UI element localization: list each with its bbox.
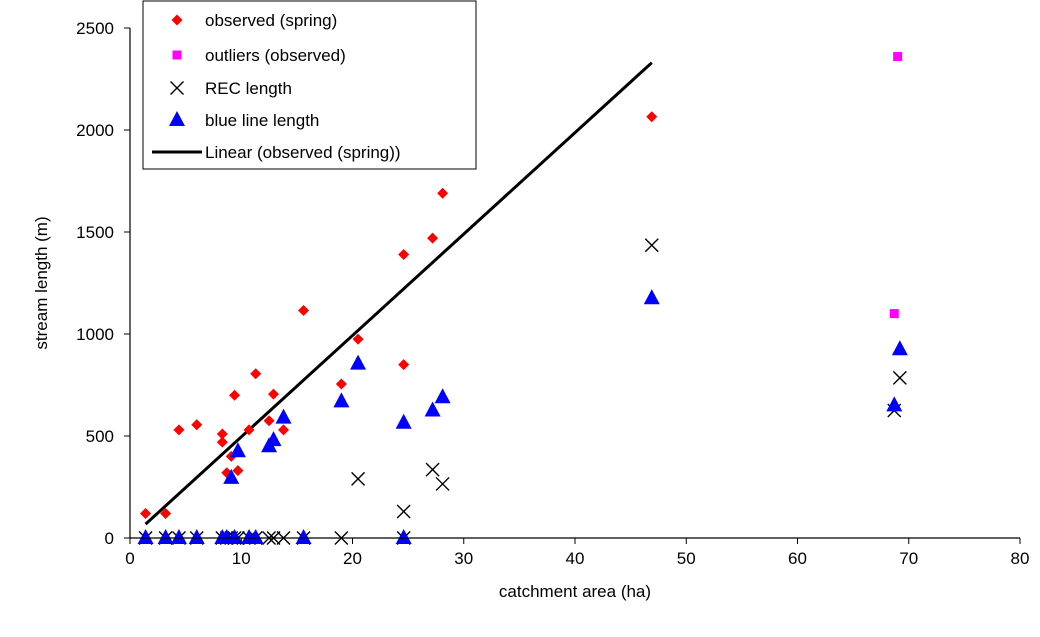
point-blue-line-length	[435, 388, 451, 403]
y-tick-label: 2500	[76, 19, 114, 38]
x-tick-label: 70	[899, 549, 918, 568]
x-tick-label: 50	[677, 549, 696, 568]
point-observed-spring	[140, 508, 151, 519]
x-tick-label: 80	[1011, 549, 1030, 568]
point-observed-spring	[336, 378, 347, 389]
x-tick-label: 0	[125, 549, 134, 568]
x-tick-label: 30	[454, 549, 473, 568]
y-tick-label: 500	[86, 427, 114, 446]
point-rec-length	[893, 371, 906, 384]
point-observed-spring	[427, 233, 438, 244]
point-blue-line-length	[189, 529, 205, 544]
point-observed-spring	[173, 424, 184, 435]
x-tick-label: 40	[566, 549, 585, 568]
point-blue-line-length	[296, 529, 312, 544]
point-observed-spring	[437, 188, 448, 199]
point-blue-line-length	[276, 409, 292, 424]
legend-label: REC length	[205, 79, 292, 98]
point-observed-spring	[268, 389, 279, 400]
legend-label: blue line length	[205, 111, 319, 130]
legend-label: outliers (observed)	[205, 46, 346, 65]
point-observed-spring	[250, 368, 261, 379]
legend-swatch	[173, 51, 182, 60]
point-blue-line-length	[138, 529, 154, 544]
point-blue-line-length	[425, 402, 441, 417]
legend-label: observed (spring)	[205, 11, 337, 30]
y-tick-label: 1500	[76, 223, 114, 242]
point-observed-spring	[217, 437, 228, 448]
x-tick-label: 60	[788, 549, 807, 568]
point-observed-spring	[278, 424, 289, 435]
point-blue-line-length	[350, 355, 366, 370]
point-observed-spring	[398, 249, 409, 260]
y-axis-label: stream length (m)	[32, 216, 51, 349]
point-rec-length	[645, 239, 658, 252]
point-observed-spring	[229, 390, 240, 401]
y-tick-label: 0	[105, 529, 114, 548]
point-observed-spring	[191, 419, 202, 430]
point-blue-line-length	[886, 396, 902, 411]
point-observed-spring	[646, 111, 657, 122]
point-rec-length	[397, 505, 410, 518]
point-blue-line-length	[333, 392, 349, 407]
point-observed-spring	[398, 359, 409, 370]
x-tick-label: 20	[343, 549, 362, 568]
point-outliers-observed	[893, 52, 902, 61]
point-rec-length	[436, 477, 449, 490]
point-rec-length	[352, 472, 365, 485]
point-blue-line-length	[158, 529, 174, 544]
legend: observed (spring) outliers (observed) REC …	[143, 1, 476, 169]
point-observed-spring	[298, 305, 309, 316]
point-blue-line-length	[396, 414, 412, 429]
x-axis-label: catchment area (ha)	[499, 582, 651, 601]
point-blue-line-length	[892, 340, 908, 355]
y-tick-label: 1000	[76, 325, 114, 344]
point-outliers-observed	[890, 309, 899, 318]
point-blue-line-length	[266, 431, 282, 446]
legend-label: Linear (observed (spring))	[205, 143, 401, 162]
y-tick-label: 2000	[76, 121, 114, 140]
point-blue-line-length	[644, 289, 660, 304]
point-blue-line-length	[396, 529, 412, 544]
point-blue-line-length	[171, 529, 187, 544]
point-rec-length	[426, 463, 439, 476]
x-tick-label: 10	[232, 549, 251, 568]
